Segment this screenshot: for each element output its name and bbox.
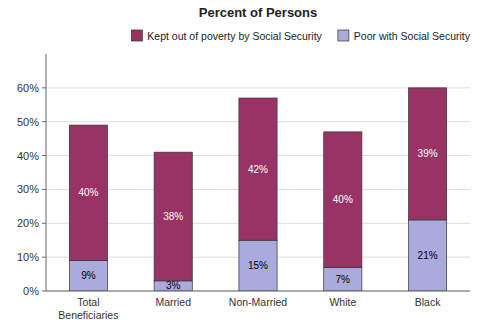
data-label: 40%: [78, 187, 98, 198]
legend-label: Poor with Social Security: [354, 30, 471, 42]
y-tick-label: 0%: [23, 285, 39, 297]
bar-segment: [69, 261, 107, 291]
data-label: 21%: [418, 250, 438, 261]
bar-segment: [324, 132, 362, 267]
data-label: 39%: [418, 148, 438, 159]
y-tick: [42, 223, 46, 224]
legend-swatch: [338, 30, 349, 41]
grid-line: [46, 291, 470, 292]
y-tick: [42, 291, 46, 292]
data-label: 40%: [333, 194, 353, 205]
grid: [46, 88, 470, 291]
bar-segment: [69, 125, 107, 260]
x-tick-label: Black: [415, 296, 441, 308]
y-axis-line: [46, 54, 47, 291]
data-label: 38%: [163, 211, 183, 222]
data-label: 15%: [248, 260, 268, 271]
y-tick-label: 30%: [17, 183, 39, 195]
x-axis-line: [46, 291, 470, 292]
bar-segment: [239, 98, 277, 240]
legend-label: Kept out of poverty by Social Security: [147, 30, 322, 42]
chart: Percent of Persons 0% 10% 20% 30% 40% 50% 60% 9%…: [0, 0, 480, 331]
bars: [69, 88, 446, 291]
y-tick: [42, 121, 46, 122]
bar-segment: [154, 281, 192, 291]
title: Percent of Persons: [199, 5, 318, 20]
y-tick: [42, 87, 46, 88]
x-tick-label: TotalBeneficiaries: [58, 296, 118, 321]
y-tick-label: 40%: [17, 150, 39, 162]
bar-segment: [409, 220, 447, 291]
data-label: 7%: [336, 274, 351, 285]
y-tick-label: 10%: [17, 251, 39, 263]
x-tick-label-line: Non-Married: [229, 296, 288, 308]
x-tick-label-line: Total: [77, 296, 99, 308]
y-tick: [42, 189, 46, 190]
bar-segment: [324, 267, 362, 291]
x-tick-label-line: Married: [155, 296, 191, 308]
data-labels: 9% 3% 15% 7% 21% 40% 38% 42% 40% 39%: [78, 148, 437, 291]
y-tick-label: 50%: [17, 116, 39, 128]
y-tick: [42, 155, 46, 156]
data-label: 3%: [166, 280, 181, 291]
x-tick-label-line: Black: [415, 296, 441, 308]
y-tick-label: 20%: [17, 217, 39, 229]
x-tick-label: Non-Married: [229, 296, 288, 308]
data-label: 9%: [81, 270, 96, 281]
x-tick-label: Married: [155, 296, 191, 308]
y-tick: [42, 257, 46, 258]
data-label: 42%: [248, 164, 268, 175]
grid-line: [46, 87, 470, 88]
bar-segment: [409, 88, 447, 220]
y-tick-label: 60%: [17, 82, 39, 94]
legend-swatch: [131, 30, 142, 41]
bar-segment: [239, 240, 277, 291]
bar-segment: [154, 152, 192, 281]
x-tick-label-line: White: [329, 296, 356, 308]
x-tick-label: White: [329, 296, 356, 308]
legend: Kept out of poverty by Social Security Po…: [131, 30, 470, 42]
x-tick-label-line: Beneficiaries: [58, 309, 118, 321]
